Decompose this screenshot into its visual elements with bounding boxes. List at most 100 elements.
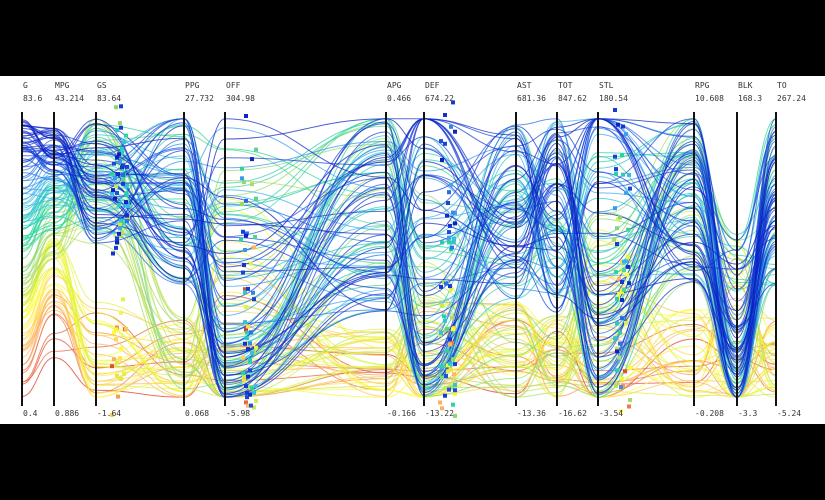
data-marker xyxy=(115,325,119,330)
data-polyline xyxy=(21,251,777,398)
axis-max-label: 267.24 xyxy=(777,94,806,103)
data-marker xyxy=(440,158,444,162)
data-polyline xyxy=(21,131,777,375)
data-marker xyxy=(453,414,457,418)
axis-name: G xyxy=(23,81,28,90)
data-marker xyxy=(620,153,624,158)
data-marker xyxy=(253,235,257,239)
data-marker xyxy=(122,140,126,145)
axis-name: TO xyxy=(777,81,787,90)
data-marker xyxy=(116,394,120,399)
data-marker xyxy=(111,188,115,193)
data-marker xyxy=(248,368,252,373)
data-marker xyxy=(613,336,617,341)
axis-min-label: 0.886 xyxy=(55,409,79,418)
data-marker xyxy=(439,139,443,144)
data-marker xyxy=(438,400,442,405)
data-marker xyxy=(447,240,451,245)
axis-min-label: -13.36 xyxy=(517,409,546,418)
axis-min-label: -0.208 xyxy=(695,409,724,418)
axis-max-label: 168.3 xyxy=(738,94,762,103)
axis-name: DEF xyxy=(425,81,440,90)
data-marker xyxy=(254,345,258,350)
data-marker xyxy=(451,240,455,245)
data-marker xyxy=(246,347,250,352)
data-polyline xyxy=(21,118,777,320)
data-marker xyxy=(627,172,631,177)
data-marker xyxy=(240,166,244,171)
data-marker xyxy=(453,221,457,226)
data-marker xyxy=(121,163,125,168)
data-marker xyxy=(613,108,617,112)
data-marker xyxy=(252,405,256,410)
data-polyline xyxy=(21,118,777,369)
data-marker xyxy=(439,330,443,335)
axis-name: AST xyxy=(517,81,532,90)
data-marker xyxy=(114,184,118,189)
data-marker xyxy=(453,391,457,396)
axis-min-label: -16.62 xyxy=(558,409,587,418)
data-marker xyxy=(117,375,121,380)
data-marker xyxy=(450,245,454,250)
data-polyline xyxy=(21,118,777,396)
data-marker xyxy=(248,357,252,362)
data-marker xyxy=(449,287,453,292)
data-marker xyxy=(615,242,619,246)
data-marker xyxy=(618,215,622,220)
data-marker xyxy=(443,141,447,146)
data-marker xyxy=(448,284,452,289)
data-marker xyxy=(246,374,250,379)
data-marker xyxy=(126,204,130,208)
data-polyline xyxy=(21,118,777,312)
data-polyline xyxy=(21,144,777,384)
axis-max-label: 10.608 xyxy=(695,94,724,103)
data-marker xyxy=(614,171,618,176)
data-marker xyxy=(450,385,454,390)
data-marker xyxy=(617,355,621,360)
data-marker xyxy=(624,190,628,195)
data-marker xyxy=(120,151,124,155)
data-marker xyxy=(250,386,254,391)
data-polyline xyxy=(21,141,777,376)
data-marker xyxy=(244,384,248,389)
data-polyline xyxy=(21,119,777,344)
data-marker xyxy=(112,161,116,166)
axis-name: OFF xyxy=(226,81,241,90)
data-marker xyxy=(628,398,632,402)
data-marker xyxy=(619,385,623,390)
data-marker xyxy=(241,371,245,376)
data-marker xyxy=(444,281,448,286)
axis-min-label: 0.068 xyxy=(185,409,209,418)
data-marker xyxy=(612,237,616,242)
data-marker xyxy=(615,368,619,373)
axis-min-label: -3.54 xyxy=(599,409,623,418)
data-marker xyxy=(124,184,128,189)
data-marker xyxy=(119,310,123,315)
data-marker xyxy=(116,172,120,177)
data-marker xyxy=(251,290,255,295)
data-marker xyxy=(621,172,625,177)
data-marker xyxy=(451,327,455,332)
data-marker xyxy=(626,227,630,232)
data-marker xyxy=(123,203,127,208)
data-marker xyxy=(443,393,447,398)
data-marker xyxy=(246,286,250,291)
data-marker xyxy=(124,191,128,196)
data-marker xyxy=(119,125,123,130)
data-marker xyxy=(618,330,622,335)
axis-name: MPG xyxy=(55,81,70,90)
data-polyline xyxy=(21,127,777,394)
data-marker xyxy=(244,327,248,332)
data-marker xyxy=(446,369,450,374)
data-marker xyxy=(242,263,246,267)
data-marker xyxy=(448,337,452,342)
data-marker xyxy=(617,276,621,281)
data-marker xyxy=(614,270,618,275)
data-marker xyxy=(613,206,617,211)
data-marker xyxy=(440,304,444,308)
data-marker xyxy=(243,248,247,252)
data-marker xyxy=(119,346,123,351)
data-marker xyxy=(244,114,248,118)
data-marker xyxy=(620,280,624,284)
